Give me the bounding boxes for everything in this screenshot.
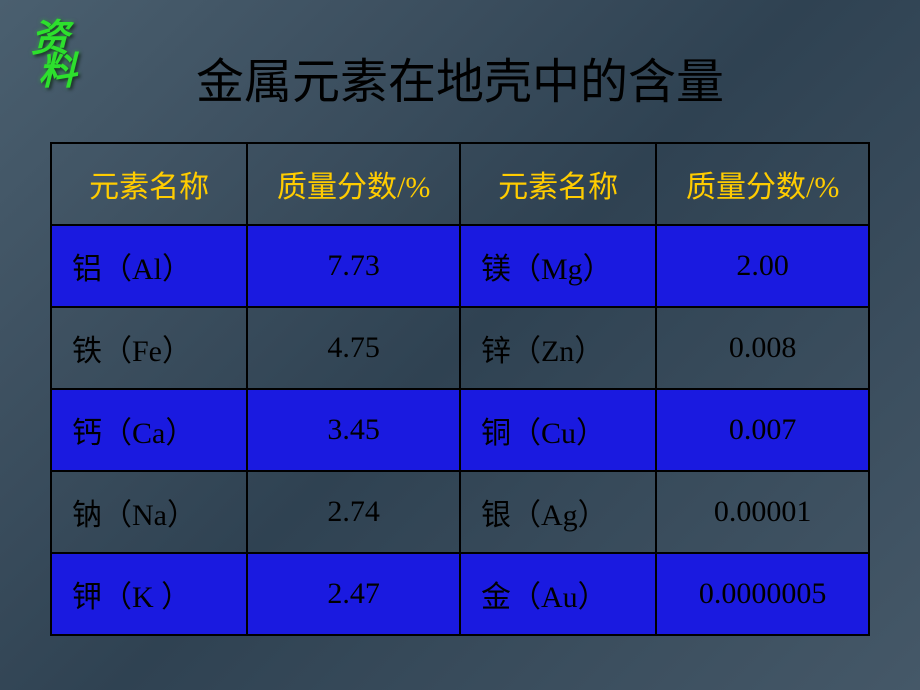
reference-badge: 资 料 xyxy=(25,20,75,120)
badge-char-2: 料 xyxy=(39,53,77,91)
cell-mass-fraction: 4.75 xyxy=(247,307,460,389)
cell-mass-fraction: 2.00 xyxy=(656,225,869,307)
cell-mass-fraction: 0.008 xyxy=(656,307,869,389)
table-row: 钾（K ） 2.47 金（Au） 0.0000005 xyxy=(51,553,869,635)
cell-mass-fraction: 0.007 xyxy=(656,389,869,471)
table-row: 铝（Al） 7.73 镁（Mg） 2.00 xyxy=(51,225,869,307)
cell-element-name: 银（Ag） xyxy=(460,471,656,553)
elements-table: 元素名称 质量分数/% 元素名称 质量分数/% 铝（Al） 7.73 镁（Mg）… xyxy=(50,142,870,636)
table-row: 钠（Na） 2.74 银（Ag） 0.00001 xyxy=(51,471,869,553)
cell-mass-fraction: 2.47 xyxy=(247,553,460,635)
cell-mass-fraction: 0.0000005 xyxy=(656,553,869,635)
cell-element-name: 铜（Cu） xyxy=(460,389,656,471)
cell-element-name: 铁（Fe） xyxy=(51,307,247,389)
cell-element-name: 铝（Al） xyxy=(51,225,247,307)
header-mass-fraction-2: 质量分数/% xyxy=(656,143,869,225)
table-row: 铁（Fe） 4.75 锌（Zn） 0.008 xyxy=(51,307,869,389)
table-container: 元素名称 质量分数/% 元素名称 质量分数/% 铝（Al） 7.73 镁（Mg）… xyxy=(0,142,920,636)
cell-element-name: 镁（Mg） xyxy=(460,225,656,307)
table-header-row: 元素名称 质量分数/% 元素名称 质量分数/% xyxy=(51,143,869,225)
cell-element-name: 锌（Zn） xyxy=(460,307,656,389)
cell-mass-fraction: 0.00001 xyxy=(656,471,869,553)
cell-mass-fraction: 7.73 xyxy=(247,225,460,307)
table-body: 铝（Al） 7.73 镁（Mg） 2.00 铁（Fe） 4.75 锌（Zn） 0… xyxy=(51,225,869,635)
header-element-name-2: 元素名称 xyxy=(460,143,656,225)
cell-mass-fraction: 2.74 xyxy=(247,471,460,553)
table-row: 钙（Ca） 3.45 铜（Cu） 0.007 xyxy=(51,389,869,471)
cell-element-name: 金（Au） xyxy=(460,553,656,635)
cell-mass-fraction: 3.45 xyxy=(247,389,460,471)
header-mass-fraction-1: 质量分数/% xyxy=(247,143,460,225)
cell-element-name: 钙（Ca） xyxy=(51,389,247,471)
cell-element-name: 钾（K ） xyxy=(51,553,247,635)
cell-element-name: 钠（Na） xyxy=(51,471,247,553)
page-title: 金属元素在地壳中的含量 xyxy=(0,0,920,142)
header-element-name-1: 元素名称 xyxy=(51,143,247,225)
